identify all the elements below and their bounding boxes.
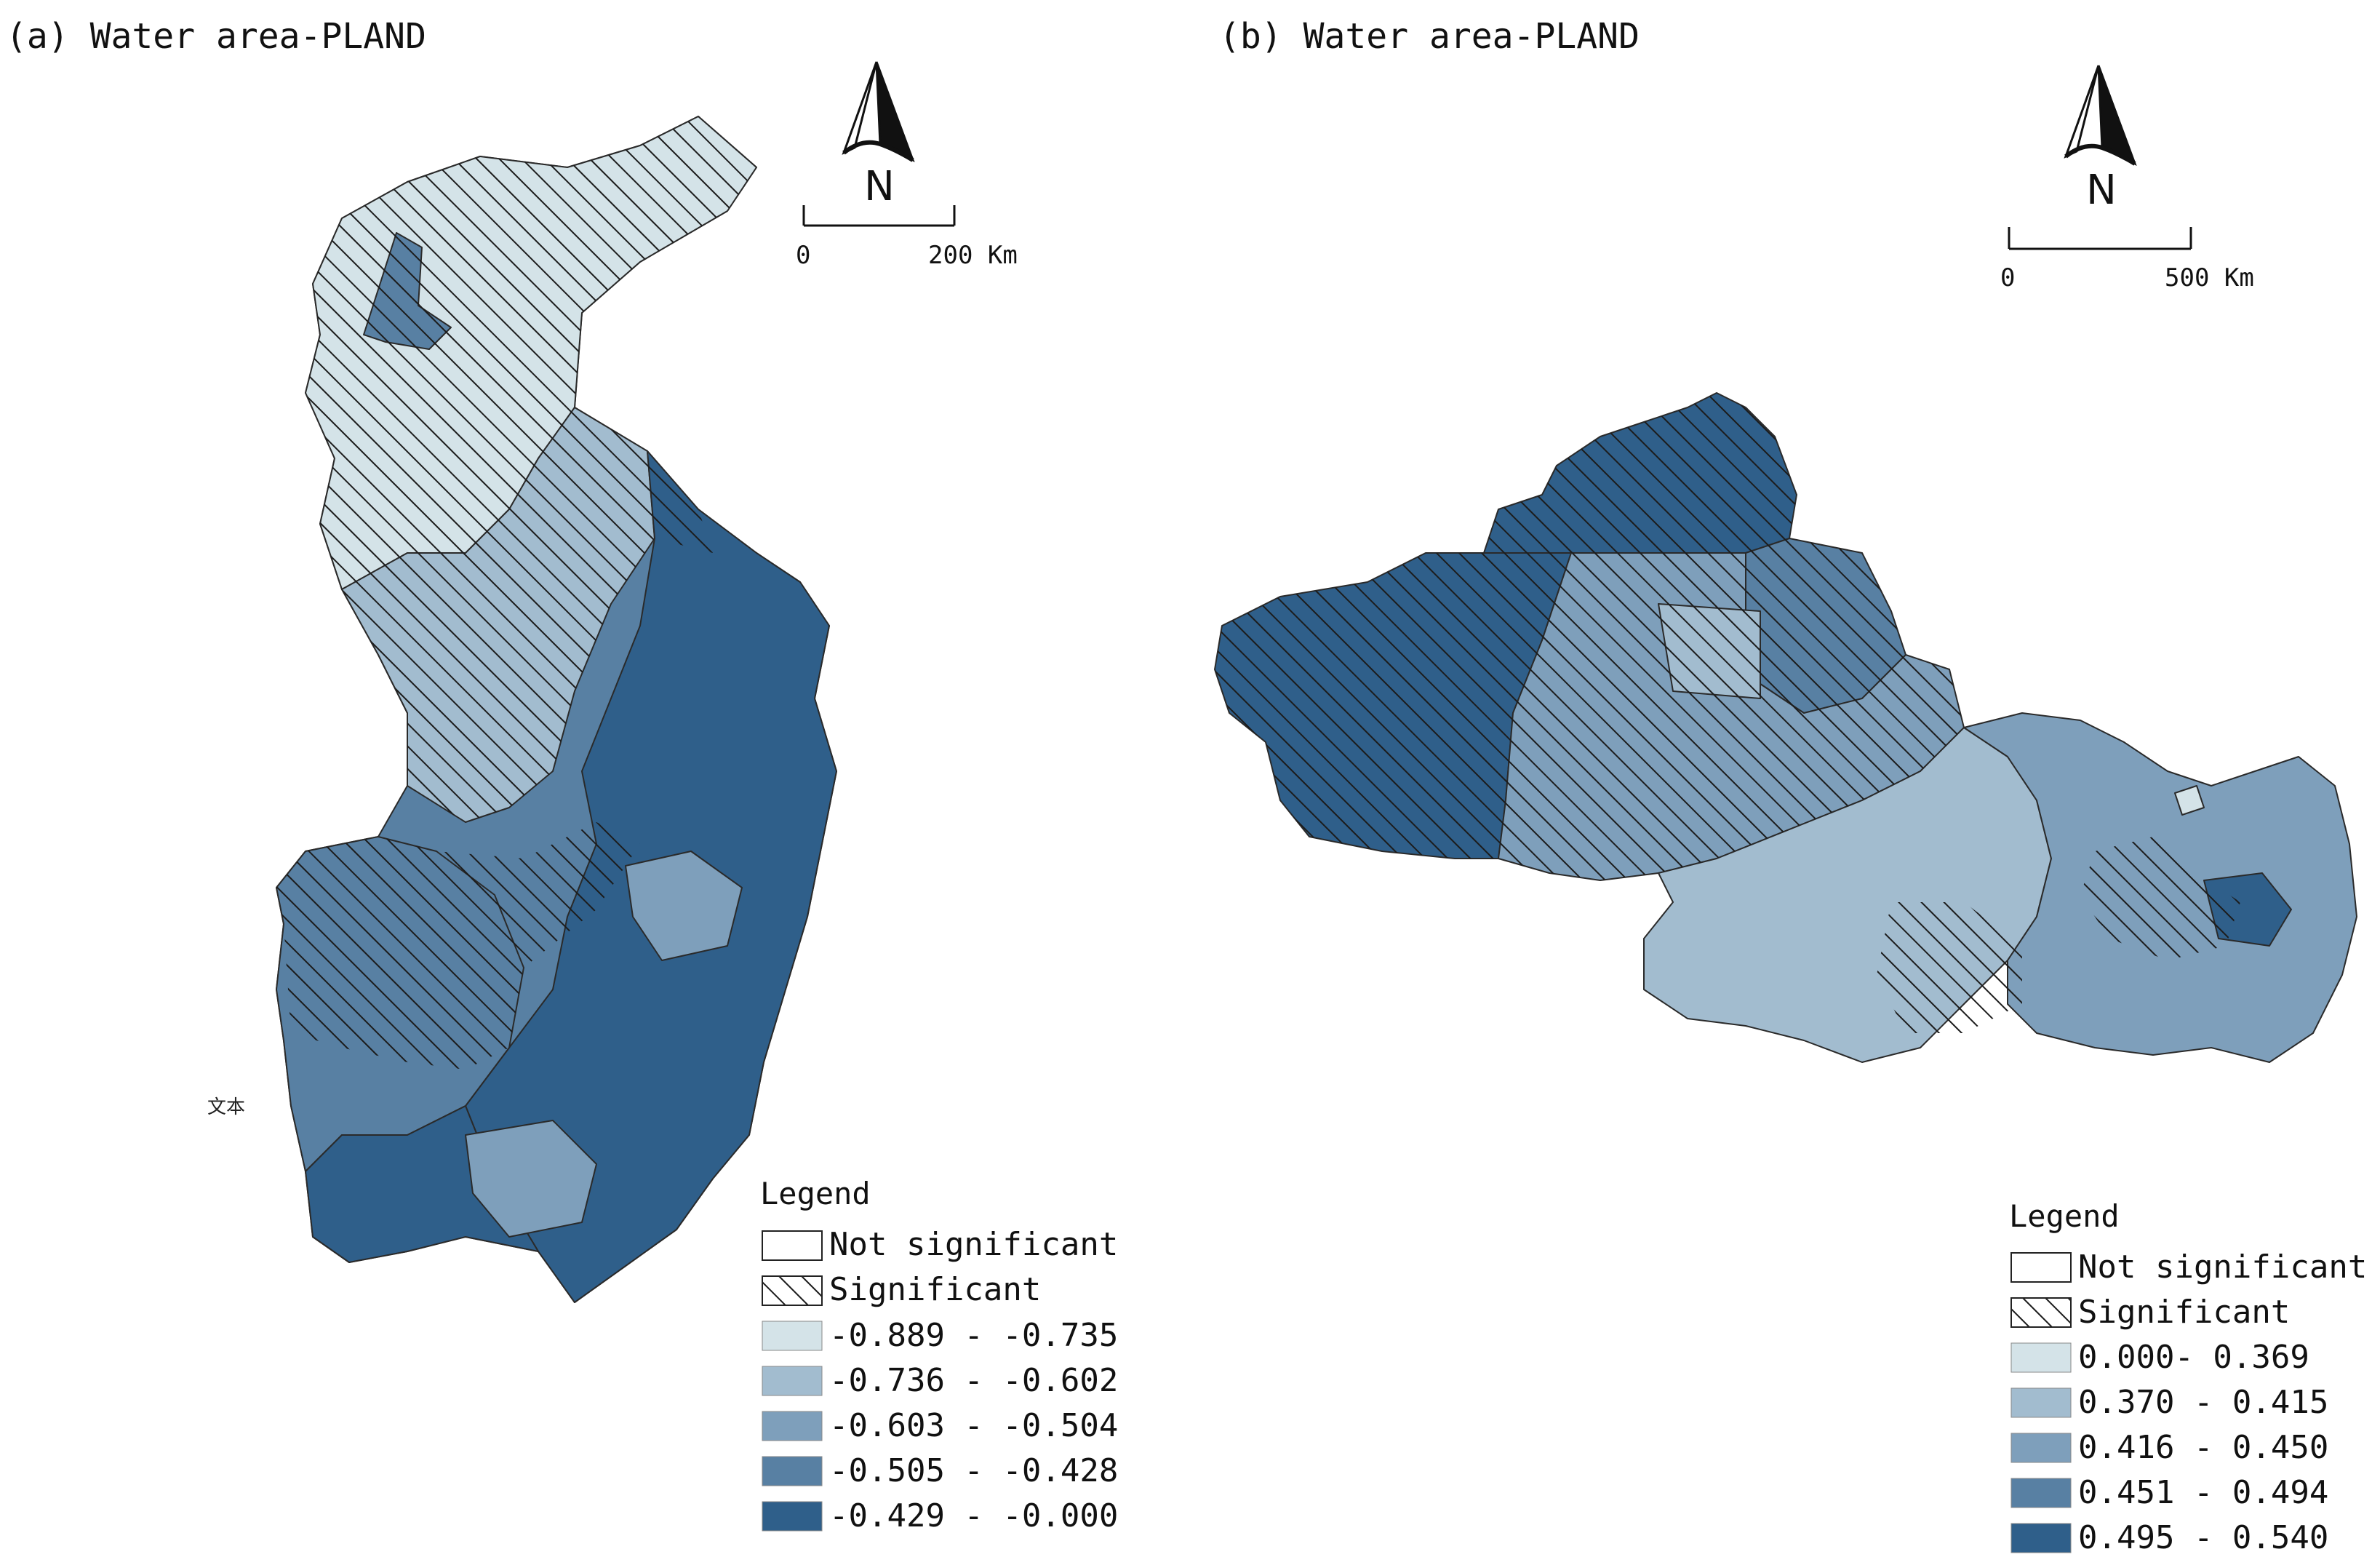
panel-b-legend-label-class-2: 0.370 - 0.415	[2078, 1384, 2328, 1421]
panel-b-legend-label-class-4: 0.451 - 0.494	[2078, 1474, 2328, 1511]
panel-b-north-arrow: N	[2064, 65, 2137, 214]
panel-b-legend: Legend Not significant Significant 0.000…	[2009, 1198, 2367, 1556]
panel-b-legend-swatch-not-significant	[2010, 1252, 2072, 1283]
panel-b-legend-label-significant: Significant	[2078, 1294, 2290, 1331]
panel-b-legend-swatch-significant	[2010, 1297, 2072, 1328]
panel-a-legend-swatch-class-1	[762, 1321, 823, 1351]
panel-a-legend: Legend Not significant Significant -0.88…	[760, 1176, 1118, 1534]
panel-a-hatch-north	[306, 116, 756, 822]
panel-b-north-letter: N	[2086, 167, 2117, 214]
panel-a-region-south-light	[465, 1120, 597, 1238]
panel-a-scale-bar: 0 200 Km	[796, 205, 1018, 270]
panel-a-region-mideast	[625, 851, 743, 961]
panel-b-legend-label-not-significant: Not significant	[2078, 1249, 2367, 1286]
panel-b-legend-label-class-3: 0.416 - 0.450	[2078, 1429, 2328, 1466]
panel-a-legend-swatch-not-significant	[762, 1230, 823, 1261]
panel-a-hatch-southwest	[276, 822, 640, 1070]
panel-a-stray-text: 文本	[207, 1096, 245, 1118]
panel-a-scale-end: 200 Km	[928, 241, 1018, 270]
panel-a-legend-label-class-4: -0.505 - -0.428	[829, 1452, 1118, 1489]
panel-a-legend-swatch-class-4	[762, 1456, 823, 1486]
panel-b-legend-label-class-5: 0.495 - 0.540	[2078, 1519, 2328, 1556]
panel-b-legend-swatch-class-2	[2010, 1387, 2072, 1418]
panel-a-legend-swatch-class-2	[762, 1366, 823, 1396]
panel-a-legend-label-class-5: -0.429 - -0.000	[829, 1497, 1118, 1534]
panel-b-legend-label-class-1: 0.000- 0.369	[2078, 1339, 2309, 1376]
panel-a-legend-label-class-2: -0.736 - -0.602	[829, 1362, 1118, 1399]
panel-b-title: (b) Water area-PLAND	[1219, 16, 1640, 57]
panel-b: (b) Water area-PLAND	[1214, 16, 2367, 1556]
panel-a-legend-title: Legend	[760, 1176, 871, 1211]
panel-b-scale-bar: 0 500 Km	[2000, 227, 2254, 292]
panel-a-scale-start: 0	[796, 241, 810, 270]
panel-b-hatch-north	[1215, 393, 1964, 880]
panel-a-legend-swatch-class-5	[762, 1501, 823, 1532]
panel-a-title: (a) Water area-PLAND	[6, 16, 426, 57]
panel-a-map	[276, 116, 837, 1303]
panel-b-legend-swatch-class-3	[2010, 1433, 2072, 1463]
panel-a-legend-label-significant: Significant	[829, 1271, 1041, 1308]
panel-a-legend-swatch-significant	[762, 1275, 823, 1306]
panel-a-legend-label-class-3: -0.603 - -0.504	[829, 1407, 1118, 1444]
panel-b-legend-swatch-class-1	[2010, 1342, 2072, 1373]
panel-b-map	[1214, 392, 2357, 1063]
panel-b-region-light-patch	[2174, 785, 2205, 816]
panel-b-hatch-southeast	[1877, 902, 2022, 1033]
panel-b-scale-start: 0	[2000, 263, 2015, 292]
panel-b-legend-title: Legend	[2009, 1198, 2120, 1234]
panel-a: (a) Water area-PLAND	[6, 16, 1118, 1534]
panel-b-legend-swatch-class-4	[2010, 1478, 2072, 1508]
panel-a-legend-label-class-1: -0.889 - -0.735	[829, 1317, 1118, 1354]
panel-a-north-letter: N	[864, 163, 895, 210]
panel-a-legend-swatch-class-3	[762, 1411, 823, 1441]
panel-b-hatch-east	[2080, 837, 2240, 960]
panel-b-legend-swatch-class-5	[2010, 1523, 2072, 1553]
panel-a-north-arrow: N	[842, 61, 915, 210]
panel-b-scale-end: 500 Km	[2165, 263, 2254, 292]
panel-a-legend-label-not-significant: Not significant	[829, 1226, 1118, 1263]
